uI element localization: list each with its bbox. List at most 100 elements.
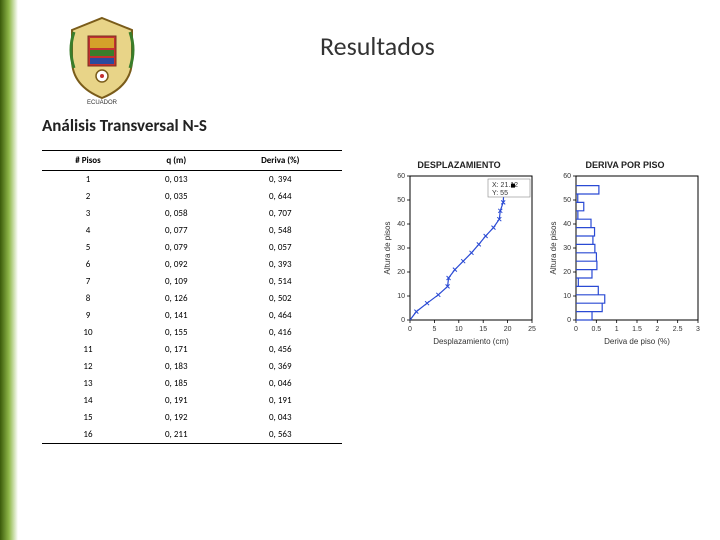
svg-text:DESPLAZAMIENTO: DESPLAZAMIENTO [417,160,500,170]
svg-text:40: 40 [397,221,405,228]
table-cell: 0, 035 [134,188,219,205]
table-cell: 0, 057 [219,239,342,256]
table-cell: 0, 191 [219,392,342,409]
table-cell: 0, 707 [219,205,342,222]
institution-logo: ECUADOR [60,12,145,107]
table-cell: 0, 563 [219,426,342,444]
table-cell: 0, 211 [134,426,219,444]
table-cell: 0, 092 [134,256,219,273]
svg-text:2.5: 2.5 [673,326,683,333]
charts-panel: DESPLAZAMIENTO05101520250102030405060Des… [380,158,700,358]
table-cell: 0, 416 [219,324,342,341]
table-cell: 6 [42,256,134,273]
left-accent-stripe [0,0,18,540]
column-header: q (m) [134,151,219,171]
table-cell: 11 [42,341,134,358]
table-cell: 7 [42,273,134,290]
table-row: 70, 1090, 514 [42,273,342,290]
table-cell: 0, 141 [134,307,219,324]
svg-text:5: 5 [432,326,436,333]
table-cell: 2 [42,188,134,205]
svg-text:15: 15 [479,326,487,333]
table-cell: 1 [42,171,134,189]
svg-text:2: 2 [655,326,659,333]
table-row: 110, 1710, 456 [42,341,342,358]
drift-chart: DERIVA POR PISO00.511.522.53010203040506… [546,158,704,358]
table-row: 140, 1910, 191 [42,392,342,409]
svg-text:20: 20 [504,326,512,333]
table-row: 40, 0770, 548 [42,222,342,239]
table-cell: 14 [42,392,134,409]
table-row: 130, 1850, 046 [42,375,342,392]
table-row: 50, 0790, 057 [42,239,342,256]
table-cell: 0, 077 [134,222,219,239]
table-cell: 0, 079 [134,239,219,256]
table-cell: 0, 464 [219,307,342,324]
table-cell: 10 [42,324,134,341]
table-cell: 0, 191 [134,392,219,409]
svg-text:20: 20 [397,269,405,276]
table-row: 60, 0920, 393 [42,256,342,273]
table-cell: 0, 185 [134,375,219,392]
table-row: 120, 1830, 369 [42,358,342,375]
column-header: # Pisos [42,151,134,171]
table-cell: 0, 369 [219,358,342,375]
table-cell: 0, 456 [219,341,342,358]
svg-text:1: 1 [615,326,619,333]
svg-text:20: 20 [563,269,571,276]
table-cell: 4 [42,222,134,239]
table-cell: 0, 046 [219,375,342,392]
table-cell: 0, 109 [134,273,219,290]
results-table: # Pisosq (m)Deriva (%) 10, 0130, 39420, … [42,150,342,444]
page-title: Resultados [320,30,435,62]
table-row: 100, 1550, 416 [42,324,342,341]
svg-text:40: 40 [563,221,571,228]
svg-text:0: 0 [567,317,571,324]
svg-text:0: 0 [574,326,578,333]
svg-text:10: 10 [563,293,571,300]
table-cell: 0, 502 [219,290,342,307]
table-row: 150, 1920, 043 [42,409,342,426]
table-cell: 0, 183 [134,358,219,375]
svg-text:Y: 55: Y: 55 [492,190,508,197]
table-cell: 0, 058 [134,205,219,222]
table-row: 20, 0350, 644 [42,188,342,205]
table-row: 80, 1260, 502 [42,290,342,307]
table-cell: 5 [42,239,134,256]
column-header: Deriva (%) [219,151,342,171]
svg-text:DERIVA POR PISO: DERIVA POR PISO [585,160,664,170]
svg-text:Deriva de piso (%): Deriva de piso (%) [604,337,670,346]
svg-text:25: 25 [528,326,536,333]
svg-text:30: 30 [563,245,571,252]
svg-text:3: 3 [696,326,700,333]
table-cell: 13 [42,375,134,392]
table-cell: 16 [42,426,134,444]
table-row: 90, 1410, 464 [42,307,342,324]
svg-text:1.5: 1.5 [632,326,642,333]
svg-text:Desplazamiento (cm): Desplazamiento (cm) [433,337,509,346]
svg-text:50: 50 [397,197,405,204]
svg-text:60: 60 [563,173,571,180]
table-cell: 0, 192 [134,409,219,426]
table-cell: 0, 013 [134,171,219,189]
table-cell: 0, 548 [219,222,342,239]
table-cell: 8 [42,290,134,307]
table-row: 30, 0580, 707 [42,205,342,222]
table-cell: 12 [42,358,134,375]
table-cell: 15 [42,409,134,426]
table-cell: 9 [42,307,134,324]
svg-text:Altura de pisos: Altura de pisos [549,222,558,275]
svg-text:10: 10 [397,293,405,300]
svg-text:0: 0 [401,317,405,324]
logo-caption: ECUADOR [87,100,118,106]
section-subtitle: Análisis Transversal N-S [42,115,207,136]
table-cell: 0, 514 [219,273,342,290]
table-cell: 0, 394 [219,171,342,189]
svg-text:0.5: 0.5 [591,326,601,333]
svg-text:Altura de pisos: Altura de pisos [383,222,392,275]
table-cell: 0, 644 [219,188,342,205]
table-row: 160, 2110, 563 [42,426,342,444]
table-cell: 0, 171 [134,341,219,358]
svg-text:60: 60 [397,173,405,180]
svg-text:30: 30 [397,245,405,252]
